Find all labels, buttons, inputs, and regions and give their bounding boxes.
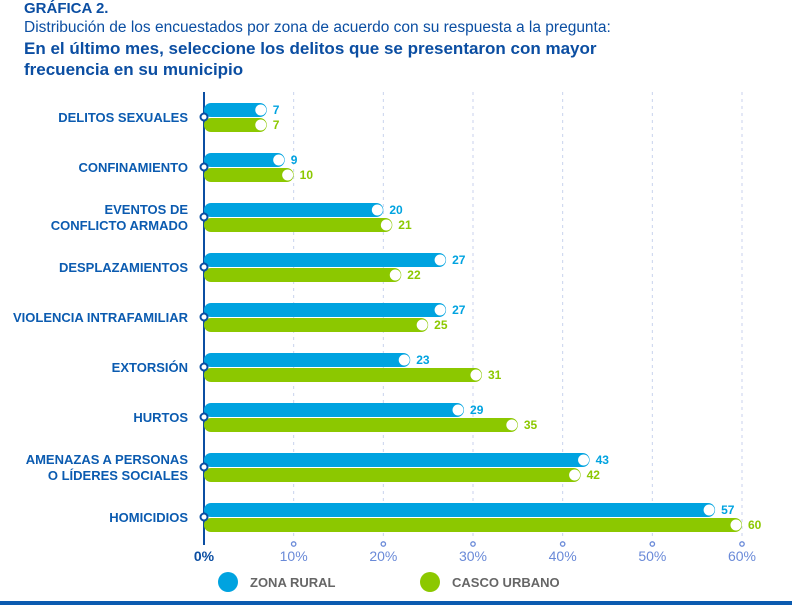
- data-label: 10: [300, 168, 314, 182]
- data-label: 27: [452, 253, 466, 267]
- bar-casco-urbano: [204, 318, 429, 332]
- bar-casco-urbano: [204, 218, 393, 232]
- bar-end-marker: [470, 369, 482, 381]
- bar-zona-rural: [204, 453, 590, 467]
- bar-zona-rural: [204, 253, 447, 267]
- data-label: 25: [434, 318, 448, 332]
- axis-marker: [199, 362, 209, 372]
- bar-end-marker: [255, 104, 267, 116]
- data-label: 7: [273, 118, 280, 132]
- data-label: 9: [291, 153, 298, 167]
- bar-end-marker: [398, 354, 410, 366]
- bar-zona-rural: [204, 403, 465, 417]
- data-label: 27: [452, 303, 466, 317]
- data-label: 29: [470, 403, 484, 417]
- data-label: 35: [524, 418, 538, 432]
- x-tick-label: 60%: [728, 548, 756, 564]
- category-label: EVENTOS DE: [104, 202, 188, 217]
- bar-end-marker: [434, 254, 446, 266]
- axis-marker: [199, 462, 209, 472]
- tick-mark: [290, 541, 297, 547]
- axis-marker: [199, 212, 209, 222]
- category-label: O LÍDERES SOCIALES: [48, 468, 188, 483]
- tick-mark: [380, 541, 387, 547]
- x-tick-label: 30%: [459, 548, 487, 564]
- axis-marker: [199, 512, 209, 522]
- x-tick-label: 50%: [638, 548, 666, 564]
- data-label: 7: [273, 103, 280, 117]
- legend-label: ZONA RURAL: [250, 575, 336, 590]
- axis-marker: [199, 262, 209, 272]
- bar-zona-rural: [204, 203, 384, 217]
- bar-end-marker: [506, 419, 518, 431]
- bar-casco-urbano: [204, 168, 294, 182]
- bottom-rule: [0, 601, 792, 605]
- legend-swatch: [218, 572, 238, 592]
- axis-marker: [199, 312, 209, 322]
- category-label: CONFINAMIENTO: [78, 160, 188, 175]
- bar-zona-rural: [204, 503, 716, 517]
- tick-mark: [739, 541, 745, 547]
- data-label: 21: [398, 218, 412, 232]
- bar-casco-urbano: [204, 468, 581, 482]
- bar-end-marker: [434, 304, 446, 316]
- bar-zona-rural: [204, 153, 285, 167]
- axis-marker: [199, 162, 209, 172]
- chart-subtitle: Distribución de los encuestados por zona…: [24, 19, 611, 36]
- category-label: DESPLAZAMIENTOS: [59, 260, 188, 275]
- bar-casco-urbano: [204, 518, 742, 532]
- chart-title: GRÁFICA 2.: [24, 0, 109, 17]
- data-label: 57: [721, 503, 735, 517]
- bar-end-marker: [730, 519, 742, 531]
- data-label: 20: [389, 203, 403, 217]
- bar-casco-urbano: [204, 368, 482, 382]
- tick-mark: [470, 541, 476, 547]
- data-label: 31: [488, 368, 502, 382]
- data-label: 60: [748, 518, 762, 532]
- bar-casco-urbano: [204, 118, 267, 132]
- x-tick-label: 40%: [549, 548, 577, 564]
- bar-end-marker: [371, 204, 383, 216]
- bar-casco-urbano: [204, 268, 402, 282]
- bar-end-marker: [416, 319, 428, 331]
- bar-casco-urbano: [204, 418, 518, 432]
- data-label: 23: [416, 353, 430, 367]
- bar-end-marker: [452, 404, 464, 416]
- data-label: 42: [587, 468, 601, 482]
- category-label: CONFLICTO ARMADO: [51, 218, 188, 233]
- x-tick-label: 10%: [280, 548, 308, 564]
- category-label: EXTORSIÓN: [112, 360, 188, 375]
- chart-question: En el último mes, seleccione los delitos…: [24, 39, 597, 79]
- bar-end-marker: [703, 504, 715, 516]
- bar-end-marker: [389, 269, 401, 281]
- category-label: DELITOS SEXUALES: [58, 110, 188, 125]
- data-label: 43: [596, 453, 610, 467]
- category-label: AMENAZAS A PERSONAS: [26, 452, 189, 467]
- bar-end-marker: [255, 119, 267, 131]
- category-label: HURTOS: [133, 410, 188, 425]
- x-tick-label: 20%: [369, 548, 397, 564]
- bar-zona-rural: [204, 103, 267, 117]
- bar-zona-rural: [204, 303, 447, 317]
- legend-label: CASCO URBANO: [452, 575, 560, 590]
- tick-mark: [649, 541, 656, 547]
- bar-end-marker: [578, 454, 590, 466]
- bar-end-marker: [569, 469, 581, 481]
- bar-end-marker: [282, 169, 294, 181]
- category-label: VIOLENCIA INTRAFAMILIAR: [13, 310, 189, 325]
- data-label: 22: [407, 268, 421, 282]
- bar-end-marker: [380, 219, 392, 231]
- legend-swatch: [420, 572, 440, 592]
- bar-zona-rural: [204, 353, 411, 367]
- axis-marker: [199, 112, 209, 122]
- tick-mark: [559, 541, 566, 547]
- bar-end-marker: [273, 154, 285, 166]
- axis-marker: [199, 412, 209, 422]
- category-label: HOMICIDIOS: [109, 510, 188, 525]
- x-tick-label: 0%: [194, 548, 215, 564]
